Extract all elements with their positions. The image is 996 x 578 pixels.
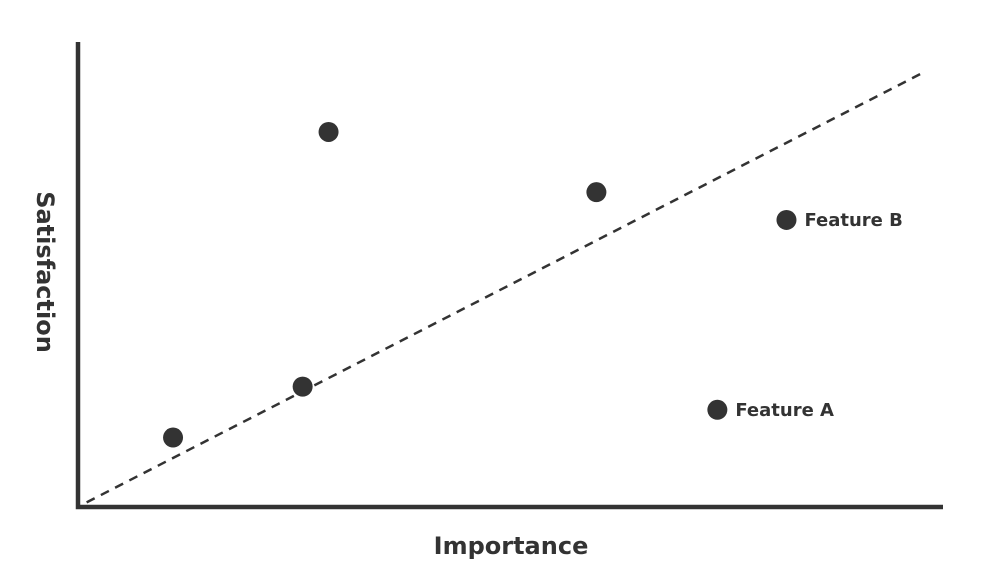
point-label: Feature B: [804, 210, 902, 231]
point: [318, 121, 339, 142]
trend-line: [86, 70, 926, 504]
point: [776, 209, 797, 230]
point: [292, 376, 313, 397]
point: [163, 427, 184, 448]
x-axis-title: Importance: [434, 532, 589, 560]
axes: [75, 42, 943, 510]
point: [707, 399, 728, 420]
point: [586, 182, 607, 203]
point-label: Feature A: [735, 400, 834, 421]
y-axis-title: Satisfaction: [31, 191, 59, 353]
